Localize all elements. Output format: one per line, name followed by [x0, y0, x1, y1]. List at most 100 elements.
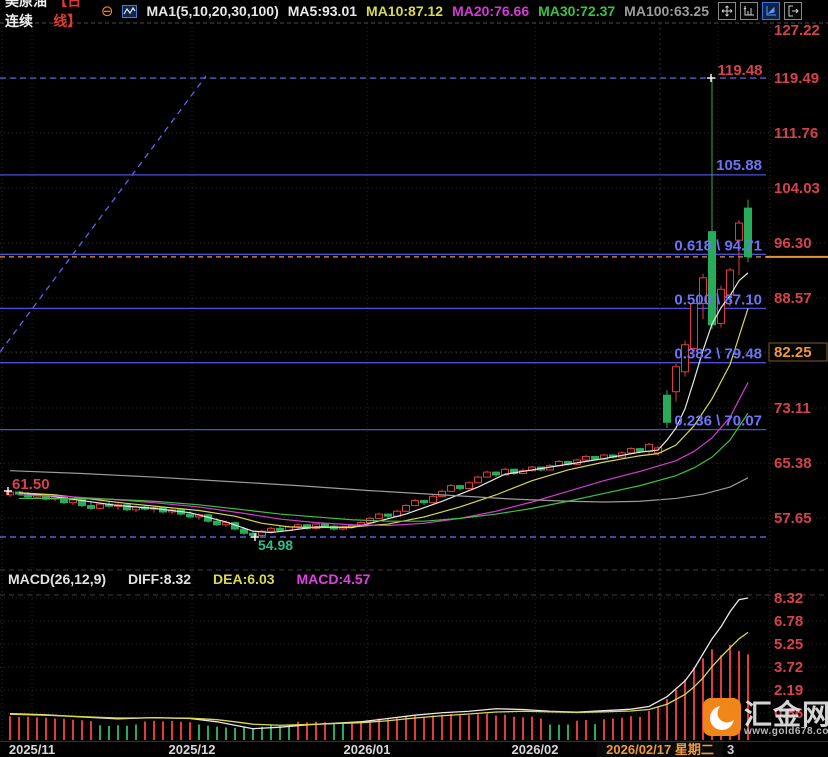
candlestick-series	[6, 78, 752, 537]
candle-body	[447, 485, 455, 492]
candle-body	[501, 468, 509, 476]
candle-body	[258, 530, 266, 536]
fib-level-label: 0.500 \ 87.10	[674, 291, 762, 308]
candle-body	[483, 471, 491, 478]
candle-body	[735, 222, 743, 241]
candle-body	[321, 523, 329, 527]
ma20-line	[18, 382, 749, 527]
exit-chart-icon[interactable]	[784, 2, 802, 20]
axis-pointer-icon[interactable]	[762, 2, 780, 20]
candle-body	[69, 499, 77, 504]
resistance-label: 105.88	[716, 157, 762, 174]
candle-body	[78, 499, 86, 507]
candle-body	[213, 520, 221, 526]
macd-tick-label: 5.25	[774, 636, 803, 653]
candle-body	[384, 513, 392, 517]
candle-body	[492, 471, 500, 476]
trendline	[0, 75, 207, 353]
fib-labels: 0.618 \ 94.71 0.500 \ 87.10 0.382 \ 79.48 0…	[674, 157, 762, 430]
candle-body	[276, 527, 284, 531]
candle-body	[717, 288, 725, 324]
candle-body	[681, 344, 689, 373]
fib-level-label: 0.618 \ 94.71	[674, 237, 762, 254]
macd-axis-labels: 8.32 6.78 5.25 3.72 2.19 0.66	[774, 590, 803, 722]
date-axis-labels: 2025/11 2025/12 2026/01 2026/02 3	[9, 742, 734, 757]
high-price-tag: 119.48	[717, 62, 762, 79]
crosshair-price-label: 82.25	[768, 342, 828, 362]
dea-line	[9, 631, 749, 726]
diff-line	[9, 597, 749, 730]
ma10-legend: MA10:87.12	[366, 3, 444, 19]
candle-body	[240, 528, 248, 534]
ma30-legend: MA30:72.37	[538, 3, 616, 19]
fib-level-label: 0.382 \ 79.48	[674, 346, 762, 363]
candle-body	[699, 277, 707, 304]
candle-body	[87, 505, 95, 509]
ma100-line	[9, 470, 749, 503]
ma100-legend: MA100:63.25	[624, 3, 709, 19]
price-tick-label: 65.38	[774, 455, 812, 472]
macd-tick-label: 6.78	[774, 613, 803, 630]
price-annotations: 119.48 61.50 54.98	[12, 62, 763, 553]
macd-tick-label: 2.19	[774, 682, 803, 699]
price-tick-label: 104.03	[774, 180, 820, 197]
candle-body	[411, 500, 419, 507]
macd-header: MACD(26,12,9) DIFF:8.32 DEA:6.03 MACD:4.…	[8, 571, 370, 587]
chart-toolbar	[718, 2, 802, 20]
price-tick-label: 119.49	[774, 70, 819, 87]
candle-body	[420, 500, 428, 504]
candle-body	[474, 476, 482, 484]
date-tick-label: 2025/12	[169, 742, 216, 757]
huijin-logo-icon	[702, 697, 742, 742]
macd-histogram	[9, 644, 749, 740]
diff-value-label: DIFF:8.32	[128, 571, 192, 587]
crosshair-date-label: 2026/02/17 星期二	[597, 742, 723, 757]
price-axis-labels: 127.22 119.49 111.76 104.03 96.30 88.57 73.11 6…	[774, 22, 820, 527]
macd-value-label: MACD:4.57	[296, 571, 371, 587]
fib-anchor-marks	[4, 74, 715, 541]
candle-body	[402, 505, 410, 512]
candle-body	[60, 496, 68, 504]
candle-body	[6, 491, 14, 496]
candle-body	[249, 532, 257, 536]
grid-and-borders	[0, 22, 828, 742]
candle-body	[510, 468, 518, 475]
candle-body	[591, 455, 599, 460]
symbol-title: 美原油连续	[5, 0, 47, 29]
candle-body	[123, 504, 131, 511]
macd-tick-label: 8.32	[774, 590, 803, 607]
candle-body	[312, 523, 320, 529]
ma10-line	[18, 308, 749, 529]
price-tick-label: 111.76	[774, 125, 818, 142]
mini-chart-icon	[122, 4, 138, 18]
candle-body	[438, 490, 446, 497]
price-tick-label: 96.30	[774, 235, 812, 252]
collapse-icon[interactable]: ⊖	[100, 2, 114, 20]
crosshair-price-value: 82.25	[774, 344, 812, 361]
macd-params-label: MACD(26,12,9)	[8, 571, 107, 587]
price-tick-label: 57.65	[774, 510, 812, 527]
watermark-url: www.gold678.com	[744, 726, 828, 737]
axis-scale-icon[interactable]	[740, 2, 758, 20]
open-price-tag: 61.50	[12, 476, 50, 493]
ma5-legend: MA5:93.01	[287, 3, 358, 19]
fib-level-label: 0.236 \ 70.07	[674, 413, 762, 430]
price-tick-label: 73.11	[774, 400, 811, 417]
date-tick-label: 2026/02	[512, 742, 559, 757]
price-tick-label: 127.22	[774, 22, 820, 39]
move-tool-icon[interactable]	[718, 2, 736, 20]
date-tick-label: 2025/11	[9, 742, 55, 757]
candle-body	[627, 448, 635, 454]
ma30-line	[19, 412, 749, 522]
dea-value-label: DEA:6.03	[213, 571, 275, 587]
partial-date-label: 3	[727, 742, 734, 757]
candle-body	[465, 482, 473, 489]
macd-tick-label: 0.66	[774, 705, 803, 722]
candle-body	[96, 503, 104, 509]
period-tag: 【日线】	[53, 0, 82, 29]
ma20-legend: MA20:76.66	[452, 3, 530, 19]
low-price-tag: 54.98	[258, 537, 293, 553]
fib-lines	[0, 77, 766, 538]
candle-body	[672, 366, 680, 393]
